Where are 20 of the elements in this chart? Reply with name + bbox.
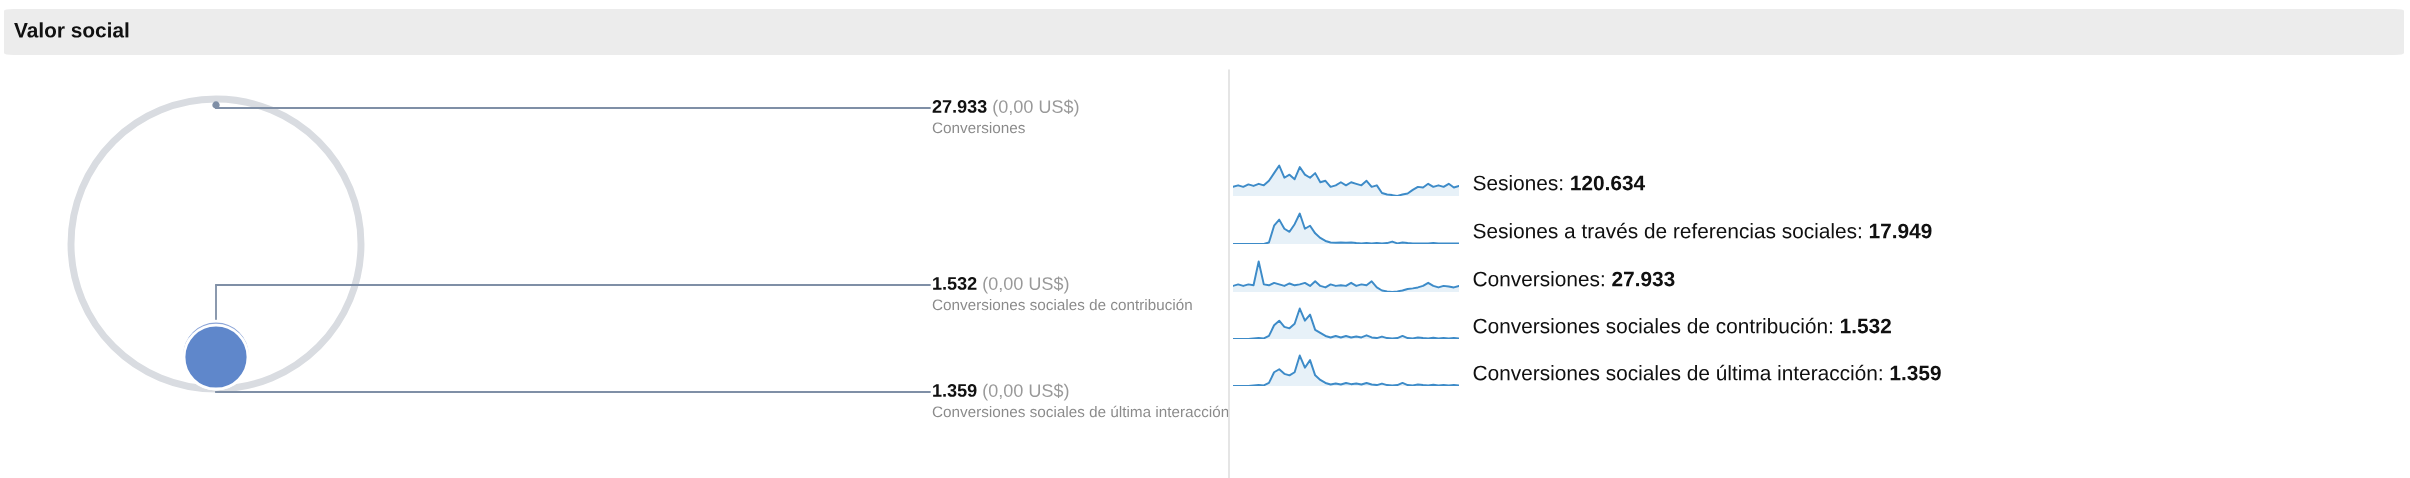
text: 1.359 xyxy=(1890,365,1941,381)
category-label: Conversiones xyxy=(932,122,1025,134)
category-label: Conversiones sociales de última interacción xyxy=(932,405,1229,418)
text: 1.532 xyxy=(1840,318,1891,334)
series-label: Conversiones: xyxy=(1473,271,1604,287)
text: (0,00 US$) xyxy=(983,276,1069,294)
series-label: Conversiones sociales de contribución: xyxy=(1473,317,1832,334)
text: 27.933 xyxy=(1612,271,1675,287)
series-label: Conversiones sociales de última interacción: xyxy=(1473,364,1882,381)
data-label: 27.933 xyxy=(932,100,987,113)
text: (0,00 US$) xyxy=(993,99,1079,117)
text: 120.634 xyxy=(1571,175,1646,191)
category-label: Conversiones sociales de contribución xyxy=(932,298,1192,311)
text: 17.949 xyxy=(1869,223,1932,239)
data-label: 1.532 xyxy=(933,277,977,290)
text: (0,00 US$) xyxy=(983,383,1069,401)
data-label: 1.359 xyxy=(933,384,977,397)
series-label: Sesiones: xyxy=(1473,175,1563,191)
text: Valor social xyxy=(14,22,129,38)
series-label: Sesiones a través de referencias sociales: xyxy=(1473,222,1861,239)
